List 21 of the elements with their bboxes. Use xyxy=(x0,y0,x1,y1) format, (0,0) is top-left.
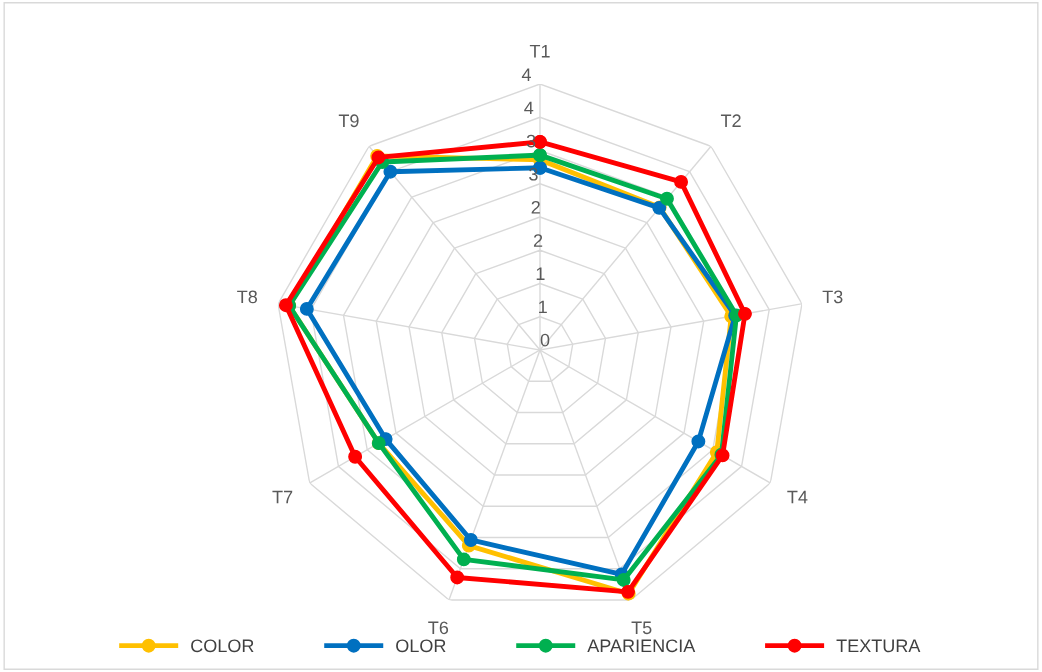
spoke-label: T5 xyxy=(631,621,652,635)
spoke-label: T6 xyxy=(428,621,449,635)
y-tick-label: 4 xyxy=(521,68,531,81)
y-tick-label: 2 xyxy=(533,234,543,247)
y-tick-label: 4 xyxy=(524,101,534,115)
spoke-label: T2 xyxy=(720,114,741,127)
y-tick-label: 1 xyxy=(539,300,547,314)
legend-label: APARIENCIA xyxy=(587,639,696,653)
legend-label: COLOR xyxy=(191,639,254,653)
y-tick-label: 1 xyxy=(536,267,545,280)
legend-label: TEXTURA xyxy=(836,639,921,653)
y-tick-label: 2 xyxy=(531,200,540,214)
spoke-label: T9 xyxy=(338,114,359,128)
spoke-label: T7 xyxy=(272,490,293,504)
legend-label: OLOR xyxy=(396,639,446,653)
y-tick-label: 0 xyxy=(540,333,550,347)
spoke-label: T1 xyxy=(529,45,550,58)
spoke-label: T4 xyxy=(787,490,808,504)
spoke-label: T3 xyxy=(822,290,843,304)
spoke-label: T8 xyxy=(237,290,258,304)
y-tick-label: 3 xyxy=(529,167,538,181)
